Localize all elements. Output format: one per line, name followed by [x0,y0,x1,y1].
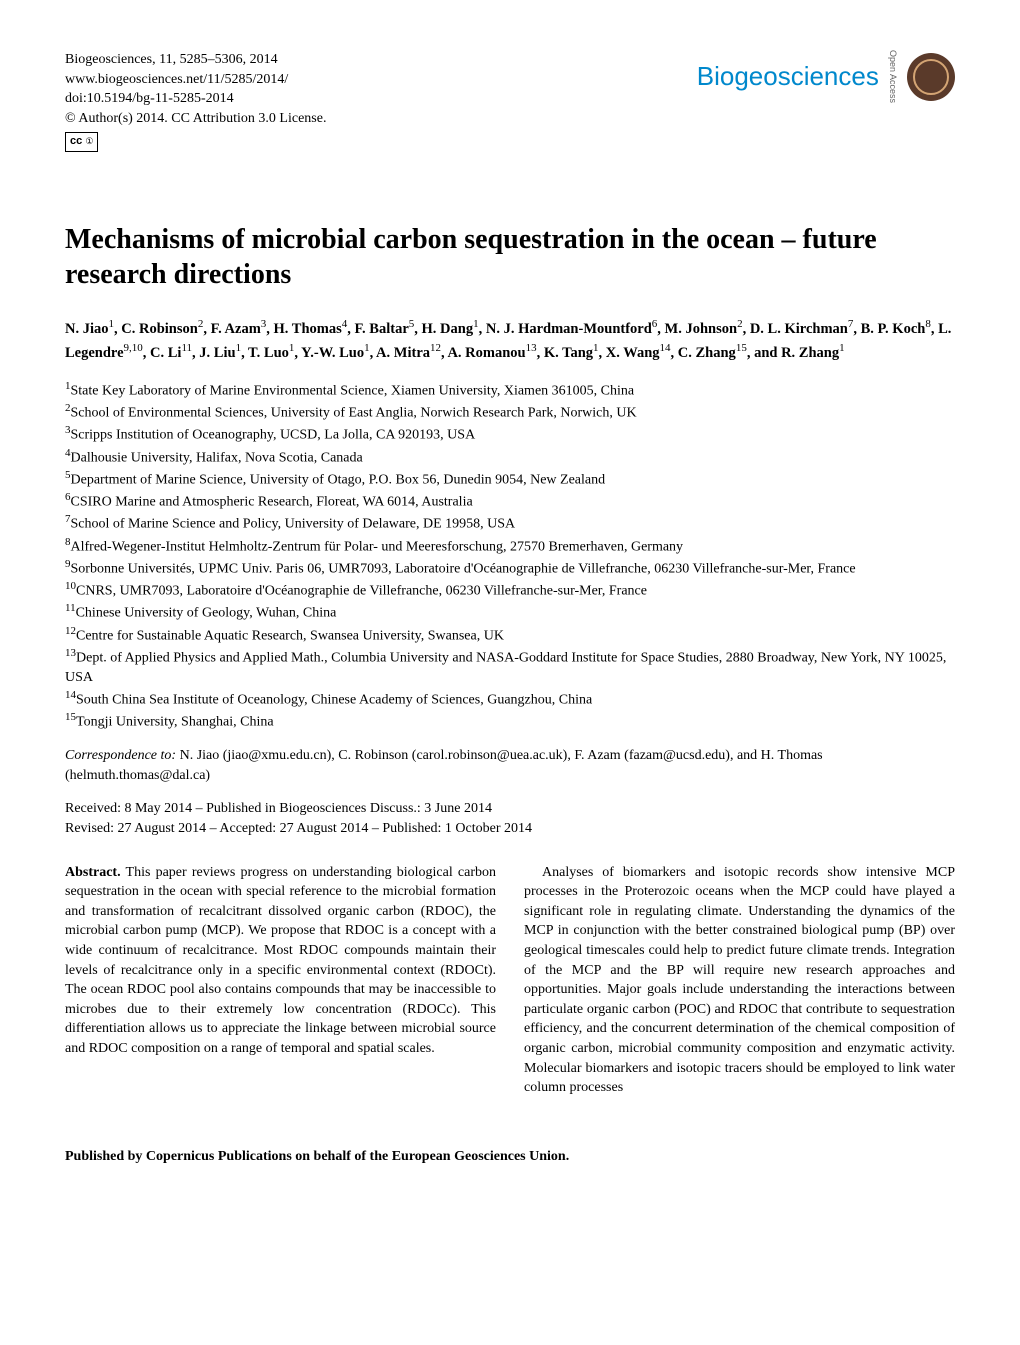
page-header: Biogeosciences, 11, 5285–5306, 2014 www.… [65,50,955,152]
abstract-text-left: This paper reviews progress on understan… [65,865,496,1056]
cc-license-icon: cc ① [65,132,98,151]
dates-line-1: Received: 8 May 2014 – Published in Biog… [65,799,955,819]
publication-dates: Received: 8 May 2014 – Published in Biog… [65,799,955,838]
abstract-column-right: Analyses of biomarkers and isotopic reco… [524,863,955,1098]
url-line: www.biogeosciences.net/11/5285/2014/ [65,70,326,90]
doi-line: doi:10.5194/bg-11-5285-2014 [65,89,326,109]
abstract-column-left: Abstract. This paper reviews progress on… [65,863,496,1098]
correspondence-block: Correspondence to: N. Jiao (jiao@xmu.edu… [65,746,955,785]
abstract-body: Abstract. This paper reviews progress on… [65,863,955,1098]
journal-branding: Biogeosciences Open Access [697,50,955,103]
author-list: N. Jiao1, C. Robinson2, F. Azam3, H. Tho… [65,316,955,365]
citation-line: Biogeosciences, 11, 5285–5306, 2014 [65,50,326,70]
abstract-label: Abstract. [65,865,121,880]
correspondence-label: Correspondence to: [65,748,176,763]
page-footer: Published by Copernicus Publications on … [65,1148,955,1167]
open-access-label: Open Access [887,50,899,103]
egu-badge-icon [907,53,955,101]
affiliation-list: 1State Key Laboratory of Marine Environm… [65,379,955,732]
paper-title: Mechanisms of microbial carbon sequestra… [65,222,955,292]
dates-line-2: Revised: 27 August 2014 – Accepted: 27 A… [65,819,955,839]
copyright-line: © Author(s) 2014. CC Attribution 3.0 Lic… [65,109,326,129]
header-metadata: Biogeosciences, 11, 5285–5306, 2014 www.… [65,50,326,152]
abstract-text-right: Analyses of biomarkers and isotopic reco… [524,863,955,1098]
correspondence-text: N. Jiao (jiao@xmu.edu.cn), C. Robinson (… [65,748,823,783]
journal-logo: Biogeosciences [697,59,879,94]
